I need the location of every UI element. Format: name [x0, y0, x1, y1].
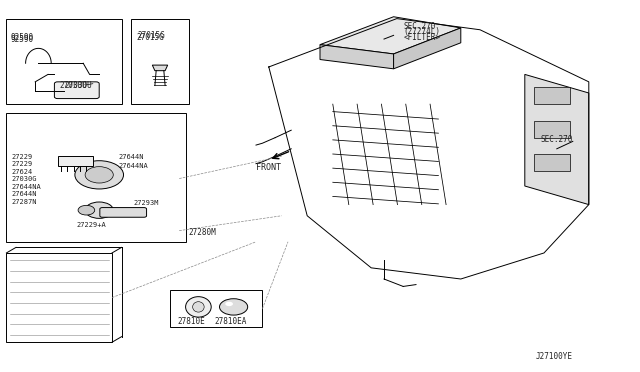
Polygon shape	[320, 17, 461, 54]
Polygon shape	[525, 74, 589, 205]
Text: 27624: 27624	[12, 169, 33, 175]
Text: 27229: 27229	[12, 161, 33, 167]
Text: 92590: 92590	[10, 33, 33, 42]
Ellipse shape	[186, 297, 211, 317]
Text: 27015G: 27015G	[138, 31, 165, 40]
Text: 27030U: 27030U	[64, 81, 92, 90]
Text: 27287N: 27287N	[12, 199, 37, 205]
Text: <FILTER>: <FILTER>	[403, 33, 440, 42]
Text: J27100YE: J27100YE	[536, 352, 573, 361]
Text: 92590: 92590	[10, 35, 33, 44]
Bar	[6, 19, 122, 104]
Bar	[6, 113, 186, 242]
Text: 27810E: 27810E	[178, 317, 205, 326]
Text: 27293M: 27293M	[133, 200, 159, 206]
Circle shape	[225, 302, 233, 306]
Text: 27644NA: 27644NA	[12, 184, 41, 190]
Text: 27280M: 27280M	[189, 228, 216, 237]
Text: 27030G: 27030G	[12, 176, 37, 182]
Bar	[534, 154, 570, 171]
Text: SEC.270: SEC.270	[540, 135, 573, 144]
Text: (27274L): (27274L)	[403, 27, 440, 36]
Circle shape	[85, 167, 113, 183]
Bar	[6, 253, 112, 342]
Circle shape	[85, 202, 113, 218]
Bar	[534, 121, 570, 138]
Circle shape	[75, 161, 124, 189]
Text: SEC.270: SEC.270	[403, 22, 436, 31]
Text: FRONT: FRONT	[256, 163, 281, 172]
FancyBboxPatch shape	[100, 208, 147, 217]
Text: 27810EA: 27810EA	[214, 317, 247, 326]
Circle shape	[220, 299, 248, 315]
Text: 27644N: 27644N	[12, 191, 37, 197]
Polygon shape	[152, 65, 168, 71]
Text: 27229: 27229	[12, 154, 33, 160]
Bar	[131, 19, 189, 104]
Bar	[58, 156, 93, 166]
Circle shape	[78, 205, 95, 215]
Bar	[534, 87, 570, 104]
Text: 27644N: 27644N	[118, 154, 144, 160]
Bar	[170, 290, 262, 327]
Polygon shape	[394, 28, 461, 69]
Text: 27229+A: 27229+A	[77, 222, 106, 228]
FancyBboxPatch shape	[54, 82, 99, 99]
Polygon shape	[320, 45, 394, 69]
Text: 27015G: 27015G	[136, 33, 164, 42]
Text: 27644NA: 27644NA	[118, 163, 148, 169]
Text: 27030U: 27030U	[60, 81, 87, 90]
Ellipse shape	[193, 302, 204, 312]
